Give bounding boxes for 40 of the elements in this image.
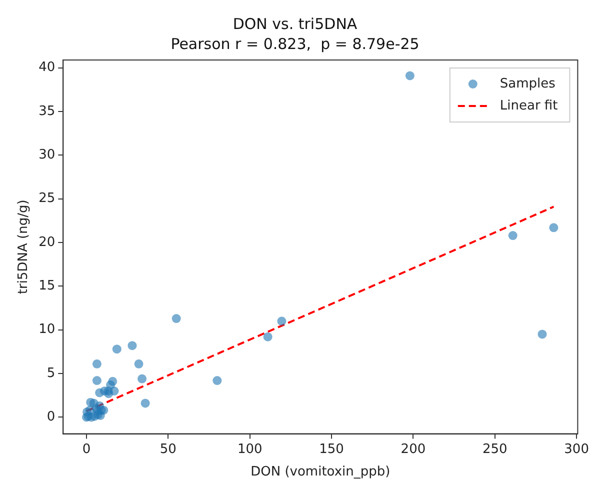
y-tick-label: 15	[38, 278, 56, 294]
x-tick-label: 100	[237, 442, 262, 457]
x-tick-label: 50	[160, 442, 176, 457]
point	[140, 398, 150, 408]
y-tick-label: 20	[38, 234, 56, 250]
x-tick-label: 300	[564, 442, 589, 457]
point	[93, 406, 102, 416]
chart-title: DON vs. tri5DNA	[232, 14, 358, 33]
point	[134, 359, 144, 368]
y-tick-label: 10	[38, 322, 56, 338]
point	[549, 223, 558, 232]
point	[405, 71, 414, 80]
point	[538, 330, 547, 339]
legend-label: Linear fit	[500, 98, 558, 114]
point	[212, 376, 222, 386]
x-axis-title: DON (vomitoxin_ppb)	[250, 464, 390, 480]
point	[92, 376, 102, 386]
y-tick-label: 25	[38, 191, 56, 206]
y-tick-label: 35	[38, 104, 56, 119]
y-tick-label: 40	[38, 60, 56, 76]
chart-subtitle: Pearson r = 0.823, p = 8.79e-25	[170, 34, 420, 53]
y-tick-label: 5	[46, 366, 56, 381]
x-tick-label: 150	[319, 442, 344, 457]
x-tick-label: 200	[400, 442, 426, 457]
point	[95, 388, 104, 398]
y-tick-label: 30	[38, 148, 56, 163]
point	[508, 231, 518, 240]
legend-label: Samples	[500, 76, 556, 92]
point	[138, 374, 147, 384]
point	[277, 316, 286, 326]
y-tick-label: 0	[46, 410, 56, 425]
point	[112, 344, 122, 354]
x-tick-label: 0	[82, 442, 91, 457]
x-tick-label: 250	[482, 442, 508, 457]
point	[263, 332, 272, 342]
y-axis-title: tri5DNA (ng/g)	[16, 200, 32, 294]
point	[104, 389, 114, 398]
point	[92, 359, 102, 368]
point	[128, 341, 137, 350]
point	[172, 314, 181, 324]
